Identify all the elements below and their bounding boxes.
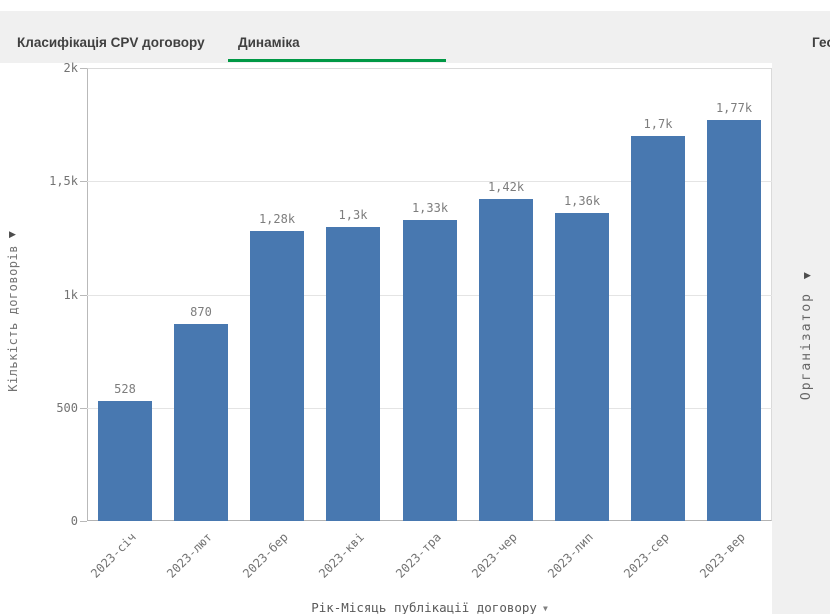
y-axis-tick	[80, 408, 87, 409]
chevron-down-icon: ▼	[542, 604, 548, 613]
bar[interactable]	[479, 199, 533, 521]
bar-value-label: 1,33k	[411, 201, 449, 215]
bar[interactable]	[631, 136, 685, 521]
right-margin	[772, 63, 830, 614]
y-axis-tick	[80, 295, 87, 296]
bar[interactable]	[707, 120, 761, 521]
bar-value-label: 1,28k	[258, 212, 296, 226]
x-axis-title[interactable]: Рік-Місяць публікації договору ▼	[87, 600, 772, 614]
bar-chart-panel: 0 500 1k 1,5k 2k 528 2023-січ 870 2023-лют 1,28k 2…	[0, 61, 772, 614]
bar[interactable]	[555, 213, 609, 521]
bar[interactable]	[403, 220, 457, 521]
y-axis-tick	[80, 68, 87, 69]
bar-value-label: 1,3k	[338, 208, 368, 222]
tab-cpv-classification[interactable]: Класифікація CPV договору	[17, 35, 205, 50]
bar-value-label: 870	[190, 305, 212, 319]
tab-bar: Класифікація CPV договору Динаміка Гео	[0, 11, 830, 63]
y-axis-expand-icon[interactable]: ▶	[9, 229, 16, 239]
bar[interactable]	[174, 324, 228, 521]
x-axis-title-label: Рік-Місяць публікації договору	[311, 600, 537, 614]
active-tab-underline	[228, 59, 446, 62]
bar-value-label: 1,36k	[563, 194, 601, 208]
right-axis-expand-icon[interactable]: ▶	[804, 270, 811, 280]
bar[interactable]	[98, 401, 152, 521]
y-tick-label: 2k	[63, 61, 78, 75]
bar[interactable]	[326, 227, 380, 521]
right-axis-title: Організатор	[799, 292, 814, 401]
y-tick-label: 1,5k	[49, 174, 78, 188]
bar[interactable]	[250, 231, 304, 521]
y-axis-tick	[80, 181, 87, 182]
gridline	[87, 181, 772, 182]
bar-value-label: 528	[114, 382, 136, 396]
tab-dynamics[interactable]: Динаміка	[238, 35, 300, 50]
y-axis-tick	[80, 521, 87, 522]
y-tick-label: 1k	[63, 288, 78, 302]
y-tick-label: 0	[70, 514, 78, 528]
bar-value-label: 1,42k	[487, 180, 525, 194]
bar-value-label: 1,7k	[643, 117, 673, 131]
y-axis-title: Кількість договорів	[6, 245, 20, 392]
y-tick-label: 500	[56, 401, 78, 415]
bar-value-label: 1,77k	[715, 101, 753, 115]
tab-geo-truncated[interactable]: Гео	[812, 35, 830, 50]
